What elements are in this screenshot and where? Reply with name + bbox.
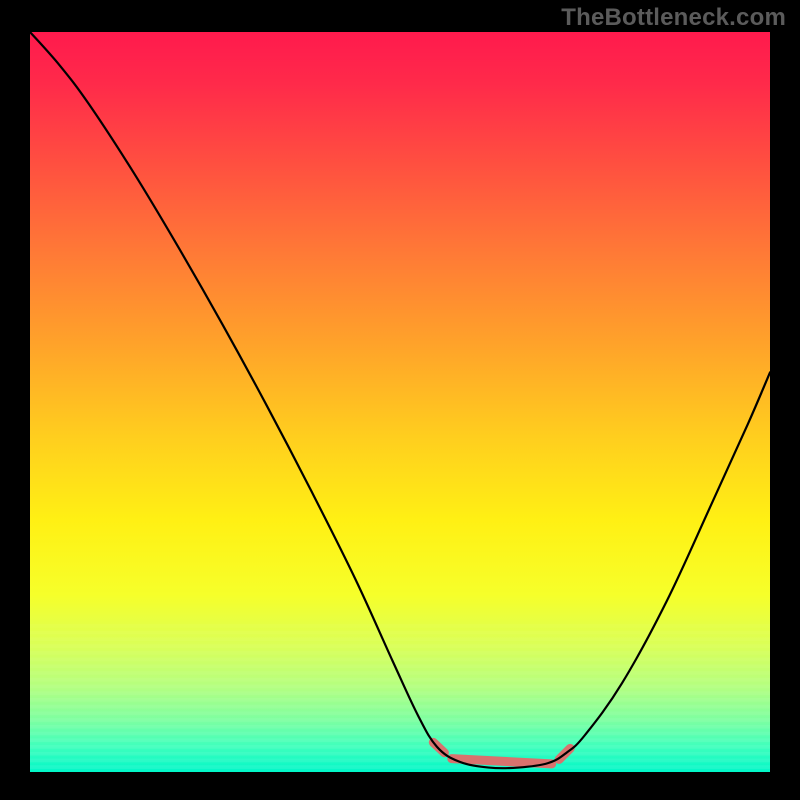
- chart-stage: TheBottleneck.com: [0, 0, 800, 800]
- watermark-text: TheBottleneck.com: [561, 4, 786, 32]
- chart-svg: [0, 0, 800, 800]
